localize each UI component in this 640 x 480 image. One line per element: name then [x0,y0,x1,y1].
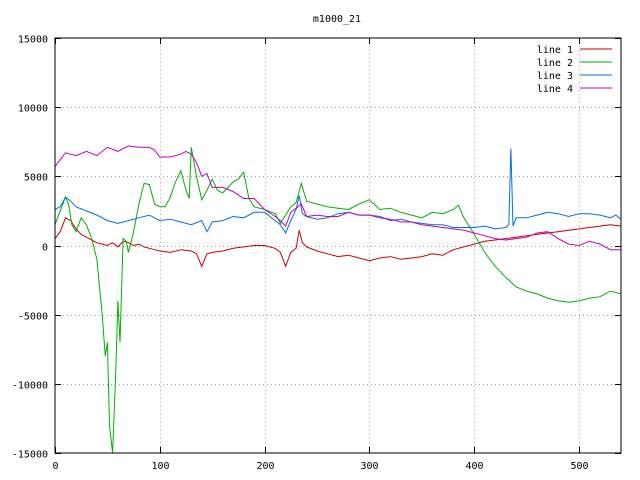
series-line-3 [55,148,621,235]
y-tick-label: -10000 [12,381,48,392]
legend-label: line 1 [537,45,573,56]
y-axis: -15000 -10000 -5000 0 5000 10000 15000 [12,35,621,461]
legend-label: line 2 [537,58,573,69]
series-group [55,145,621,453]
plot-frame [54,37,622,454]
y-tick-label: 0 [42,243,48,254]
y-tick-label: 10000 [18,104,48,115]
series-line-1 [55,217,621,268]
y-tick-label: -5000 [18,312,48,323]
x-tick-label: 100 [151,461,169,472]
x-tick-label: 200 [256,461,274,472]
x-tick-label: 0 [52,461,58,472]
grid [55,38,621,453]
y-tick-label: 15000 [18,35,48,46]
legend-label: line 3 [537,71,573,82]
x-tick-label: 300 [360,461,378,472]
series-line-4 [55,145,621,251]
x-tick-label: 500 [570,461,588,472]
x-axis: 0 100 200 300 400 500 [52,38,589,472]
legend-label: line 4 [537,84,573,95]
y-tick-label: -15000 [12,450,48,461]
legend: line 1 line 2 line 3 line 4 [537,45,612,95]
x-tick-label: 400 [465,461,483,472]
series-line-2 [55,147,621,453]
chart-title: m1000_21 [313,14,361,25]
y-tick-label: 5000 [24,173,48,184]
